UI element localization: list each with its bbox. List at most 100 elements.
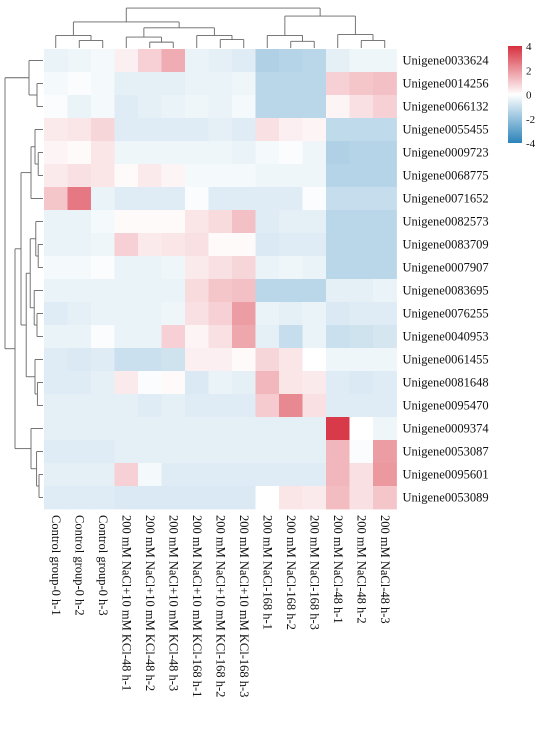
heatmap-cell <box>91 463 115 487</box>
heatmap-cell <box>326 210 350 234</box>
heatmap-cell <box>44 440 68 464</box>
row-dendrogram <box>4 60 43 498</box>
heatmap-cell <box>302 187 327 211</box>
heatmap-cell <box>114 325 139 349</box>
heatmap-cell <box>91 417 115 441</box>
heatmap-cell <box>114 210 139 234</box>
heatmap-cell <box>302 210 327 234</box>
heatmap-cell <box>138 72 162 96</box>
heatmap-cell <box>302 463 327 487</box>
heatmap-cell <box>67 210 92 234</box>
heatmap-cell <box>349 210 374 234</box>
heatmap-cell <box>373 49 397 73</box>
row-label: Unigene0040953 <box>403 330 489 344</box>
heatmap-cell <box>114 256 139 280</box>
heatmap-cell <box>232 486 256 510</box>
heatmap-cell <box>67 187 92 211</box>
heatmap-cell <box>232 233 256 257</box>
heatmap-cell <box>185 463 209 487</box>
heatmap-cell <box>373 463 397 487</box>
heatmap-cell <box>185 72 209 96</box>
heatmap-cell <box>114 394 139 418</box>
heatmap-cell <box>161 164 186 188</box>
heatmap-cell <box>326 440 350 464</box>
heatmap-cell <box>279 164 303 188</box>
heatmap-cell <box>255 302 280 326</box>
row-label: Unigene0083709 <box>403 238 489 252</box>
heatmap-cell <box>114 371 139 395</box>
heatmap-cell <box>161 72 186 96</box>
heatmap-cell <box>232 118 256 142</box>
heatmap-cell <box>279 486 303 510</box>
heatmap-cell <box>208 72 233 96</box>
heatmap-cell <box>67 118 92 142</box>
heatmap-cell <box>185 233 209 257</box>
heatmap-cell <box>349 486 374 510</box>
heatmap-cell <box>232 210 256 234</box>
heatmap-cell <box>302 95 327 119</box>
heatmap-cell <box>232 187 256 211</box>
heatmap-cell <box>326 394 350 418</box>
color-scale-bar <box>508 46 522 143</box>
row-label: Unigene0082573 <box>403 215 489 229</box>
color-scale-tick-label: -2 <box>526 114 535 126</box>
heatmap-cell <box>373 394 397 418</box>
heatmap-cell <box>326 164 350 188</box>
color-scale-tick-label: 0 <box>526 90 532 102</box>
heatmap-cell <box>373 256 397 280</box>
heatmap-cell <box>138 49 162 73</box>
heatmap-cell <box>44 187 68 211</box>
heatmap-cell <box>208 486 233 510</box>
heatmap-cell <box>373 348 397 372</box>
heatmap-cell <box>185 210 209 234</box>
heatmap-cell <box>161 440 186 464</box>
column-labels: Control group-0 h-1 Control group-0 h-2 Co… <box>49 515 392 697</box>
heatmap-cell <box>91 164 115 188</box>
heatmap-cell <box>44 95 68 119</box>
heatmap-cell <box>302 394 327 418</box>
heatmap-cell <box>255 440 280 464</box>
color-scale-tick-label: 2 <box>526 65 532 77</box>
heatmap-cell <box>373 164 397 188</box>
heatmap-cell <box>185 95 209 119</box>
heatmap-cell <box>279 233 303 257</box>
heatmap-cell <box>114 187 139 211</box>
row-label: Unigene0083695 <box>403 284 489 298</box>
heatmap-cell <box>44 348 68 372</box>
heatmap-cell <box>279 394 303 418</box>
heatmap-cell <box>232 302 256 326</box>
heatmap-cell <box>208 325 233 349</box>
heatmap-cell <box>91 279 115 303</box>
heatmap-cell <box>91 95 115 119</box>
heatmap-cell <box>161 118 186 142</box>
heatmap-cell <box>208 256 233 280</box>
heatmap-cell <box>91 348 115 372</box>
row-label: Unigene0066132 <box>403 100 489 114</box>
heatmap-cell <box>326 256 350 280</box>
heatmap-cell <box>302 417 327 441</box>
heatmap-cell <box>161 394 186 418</box>
heatmap-cell <box>138 118 162 142</box>
heatmap-cell <box>114 141 139 165</box>
heatmap-cell <box>255 486 280 510</box>
heatmap-cell <box>255 49 280 73</box>
heatmap-cell <box>232 325 256 349</box>
heatmap-cell <box>138 256 162 280</box>
heatmap-cell <box>185 279 209 303</box>
color-scale-tick-label: -4 <box>526 138 536 150</box>
heatmap-cell <box>138 210 162 234</box>
heatmap-cell <box>208 210 233 234</box>
heatmap-cell <box>373 440 397 464</box>
heatmap-cell <box>349 95 374 119</box>
heatmap-cell <box>114 348 139 372</box>
heatmap-cell <box>161 417 186 441</box>
heatmap-cell <box>138 348 162 372</box>
heatmap-cell <box>349 302 374 326</box>
heatmap-cell <box>255 72 280 96</box>
heatmap-cell <box>91 187 115 211</box>
heatmap-cell <box>185 440 209 464</box>
heatmap-cell <box>255 233 280 257</box>
column-label: Control group-0 h-1 <box>49 515 63 616</box>
heatmap-cell <box>302 233 327 257</box>
